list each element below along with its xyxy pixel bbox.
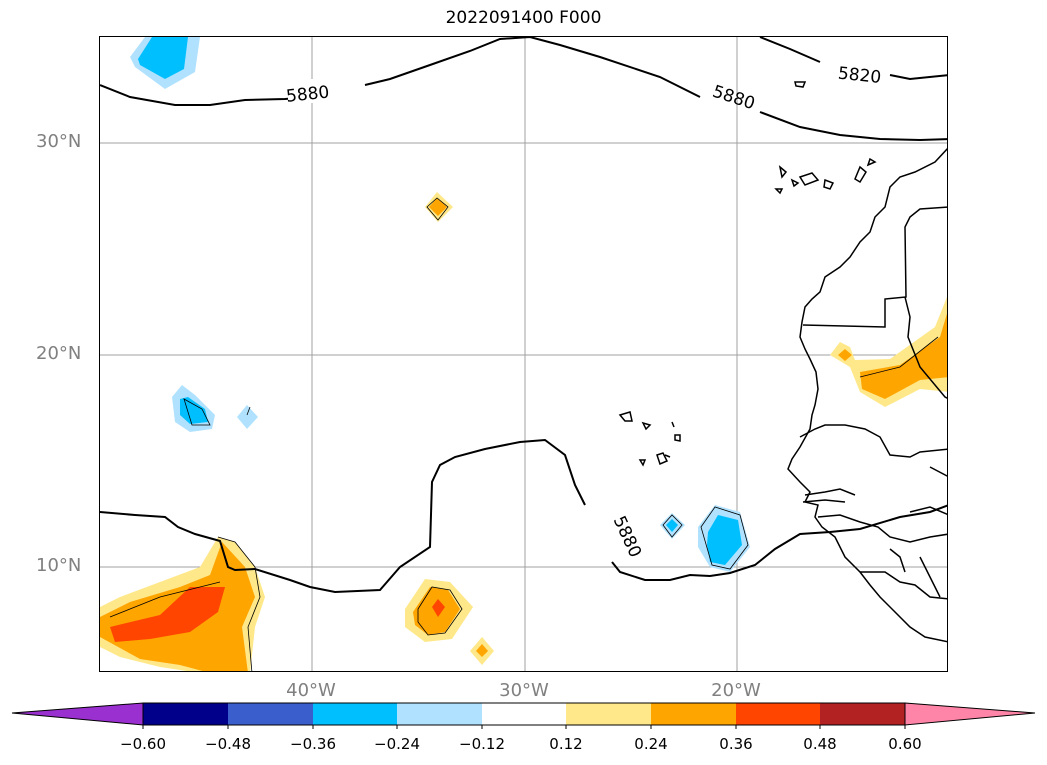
height-contours xyxy=(100,37,947,594)
lon-label-30w: 30°W xyxy=(499,680,549,701)
colorbar-tick-marks xyxy=(142,725,906,729)
contour-label-5880-north-east: 5880 xyxy=(710,82,757,114)
colorbar-tick-label: 0.60 xyxy=(888,735,922,753)
canary-islands xyxy=(774,157,877,195)
colorbar-extend-high xyxy=(904,702,1036,726)
border-gambia xyxy=(802,488,856,503)
lat-label-20n: 20°N xyxy=(36,343,82,364)
colorbar-bin-1 xyxy=(143,703,228,725)
warm-blob-south-center-peak xyxy=(432,599,445,617)
colorbar-bin-9 xyxy=(820,703,905,725)
border-guinea-south xyxy=(860,548,947,600)
border-senegal xyxy=(799,424,947,458)
contour-5880-south xyxy=(100,438,947,594)
map-panel: 5880 5880 5820 5880 xyxy=(99,36,948,672)
colorbar-bin-6 xyxy=(566,703,651,725)
colorbar-tick-label: 0.36 xyxy=(719,735,753,753)
lon-label-20w: 20°W xyxy=(711,680,761,701)
colorbar-bin-8 xyxy=(736,703,820,725)
colorbar xyxy=(11,702,1036,729)
contour-5880-north xyxy=(100,37,947,142)
colorbar-tick-label: −0.48 xyxy=(205,735,251,753)
warm-blob-southwest-peak xyxy=(110,587,225,642)
cold-blob-west-core xyxy=(180,397,208,424)
cold-blob-northwest-core xyxy=(138,37,188,79)
lat-label-10n: 10°N xyxy=(36,555,82,576)
colorbar-bin-3 xyxy=(313,703,397,725)
colorbar-tick-label: −0.24 xyxy=(374,735,420,753)
cold-blob-capeverde-south-core xyxy=(707,515,742,565)
cold-spot-west-small xyxy=(237,405,258,429)
border-mauritania-mali xyxy=(904,296,947,399)
contour-5820-northeast xyxy=(759,37,947,81)
coastlines xyxy=(618,81,947,643)
map-canvas: 5880 5880 5820 5880 xyxy=(100,37,947,671)
colorbar-bin-4 xyxy=(397,703,482,725)
border-coast-east xyxy=(909,466,947,515)
anomaly-contour-outlines xyxy=(109,197,939,671)
colorbar-tick-label: −0.36 xyxy=(290,735,336,753)
contour-label-5880-north-west: 5880 xyxy=(285,82,330,106)
colorbar-tick-label: 0.12 xyxy=(549,735,583,753)
border-morocco-algeria xyxy=(802,206,947,328)
map-title: 2022091400 F000 xyxy=(445,8,602,28)
lat-label-30n: 30°N xyxy=(36,131,82,152)
capeverde-islands xyxy=(618,411,681,467)
colorbar-bin-7 xyxy=(651,703,736,725)
lon-label-40w: 40°W xyxy=(286,680,336,701)
shaded-anomaly-fields xyxy=(100,37,947,671)
colorbar-tick-label: −0.60 xyxy=(120,735,166,753)
warm-blob-east-core xyxy=(860,313,947,399)
contour-label-5880-south: 5880 xyxy=(609,513,645,561)
africa-coastline xyxy=(787,148,947,643)
colorbar-extend-low xyxy=(11,702,144,726)
contour-label-5820: 5820 xyxy=(837,64,882,88)
colorbar-tick-label: 0.24 xyxy=(634,735,668,753)
madeira xyxy=(794,81,807,88)
colorbar-tick-label: −0.12 xyxy=(459,735,505,753)
colorbar-tick-label: 0.48 xyxy=(803,735,837,753)
colorbar-bin-5 xyxy=(482,703,566,725)
colorbar-bin-2 xyxy=(228,703,313,725)
border-guinea xyxy=(817,514,947,543)
